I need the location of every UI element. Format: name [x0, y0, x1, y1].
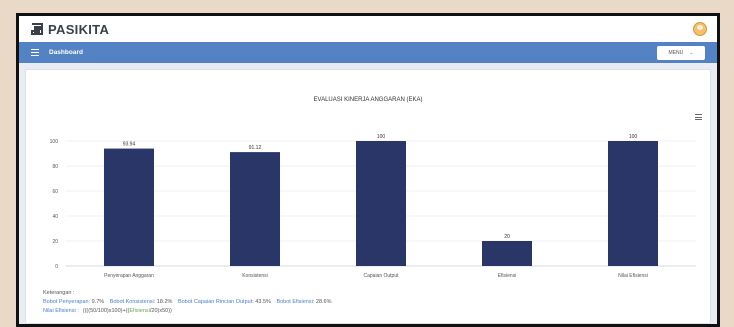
notes-section: Keterangan : Bobot Penyerapan: 9.7% Bobo…	[43, 289, 332, 316]
logo-icon	[31, 23, 43, 35]
bar	[608, 141, 658, 266]
chart-context-menu-icon[interactable]	[695, 114, 702, 120]
data-label: 93.94	[123, 142, 136, 148]
data-label: 100	[629, 134, 638, 140]
menu-button-label: MENU	[668, 49, 684, 56]
bar-chart: 0 20 40 60 80 100 93.94 Penyerapan Anggaran 91.1…	[50, 134, 696, 279]
app-logo[interactable]: PASIKITA	[29, 21, 109, 37]
bar	[356, 141, 406, 266]
data-label: 100	[377, 134, 386, 140]
hamburger-menu-icon[interactable]	[31, 49, 39, 56]
formula-pre: ((((50/100)x100)+((	[82, 308, 130, 314]
formula-variable: Efisiensi	[129, 308, 150, 314]
formula-label: Nilai Efisiensi :	[43, 308, 79, 314]
x-tick-label: Penyerapan Anggaran	[104, 273, 154, 279]
weight-konsistensi-value: 18.2%	[156, 299, 173, 305]
chevron-down-icon: ⌄	[689, 49, 694, 56]
x-tick-label: Konsistensi	[242, 273, 268, 279]
y-tick-label: 80	[52, 164, 58, 170]
data-label: 20	[504, 234, 510, 240]
user-avatar-icon[interactable]	[693, 22, 707, 36]
data-label: 91.12	[249, 145, 262, 151]
y-tick-label: 0	[55, 264, 58, 270]
app-name: PASIKITA	[48, 21, 110, 37]
chart-title: EVALUASI KINERJA ANGGARAN (EKA)	[313, 97, 423, 103]
y-tick-label: 40	[52, 214, 58, 220]
weight-penyerapan-label: Bobot Penyerapan:	[43, 299, 91, 305]
bar	[230, 152, 280, 266]
menu-dropdown-button[interactable]: MENU ⌄	[657, 45, 705, 60]
x-tick-label: Efisiensi	[498, 273, 517, 279]
x-tick-label: Capaian Output	[363, 273, 399, 279]
weight-efisiensi-label: Bobot Efisiensi:	[276, 299, 315, 305]
weights-line: Bobot Penyerapan: 9.7% Bobot Konsistensi…	[43, 298, 332, 307]
top-header: PASIKITA	[19, 16, 717, 42]
y-tick-label: 60	[52, 189, 58, 195]
formula-line: Nilai Efisiensi : ((((50/100)x100)+((Efis…	[43, 307, 332, 316]
nav-dashboard-title[interactable]: Dashboard	[49, 49, 83, 56]
bar	[482, 241, 532, 266]
weight-capaian-value: 43.5%	[255, 299, 271, 305]
y-tick-label: 100	[50, 139, 59, 145]
chart-card: EVALUASI KINERJA ANGGARAN (EKA) 0 20 40 60 8…	[25, 69, 711, 324]
formula-post: /20)x50))	[149, 308, 172, 314]
notes-heading: Keterangan :	[43, 290, 75, 296]
x-tick-label: Nilai Efisiensi	[618, 273, 648, 279]
y-tick-label: 20	[52, 239, 58, 245]
screenshot-frame: PASIKITA Dashboard MENU ⌄ EVALUASI KINER…	[16, 13, 720, 327]
weight-efisiensi-value: 28.6%	[315, 299, 332, 305]
weight-konsistensi-label: Bobot Konsistensi:	[109, 299, 156, 305]
nav-bar: Dashboard MENU ⌄	[19, 42, 717, 63]
app-window: PASIKITA Dashboard MENU ⌄ EVALUASI KINER…	[19, 16, 717, 324]
weight-capaian-label: Bobot Capaian Rincian Output:	[177, 299, 254, 305]
weight-penyerapan-value: 9.7%	[91, 299, 105, 305]
bar	[104, 148, 154, 266]
